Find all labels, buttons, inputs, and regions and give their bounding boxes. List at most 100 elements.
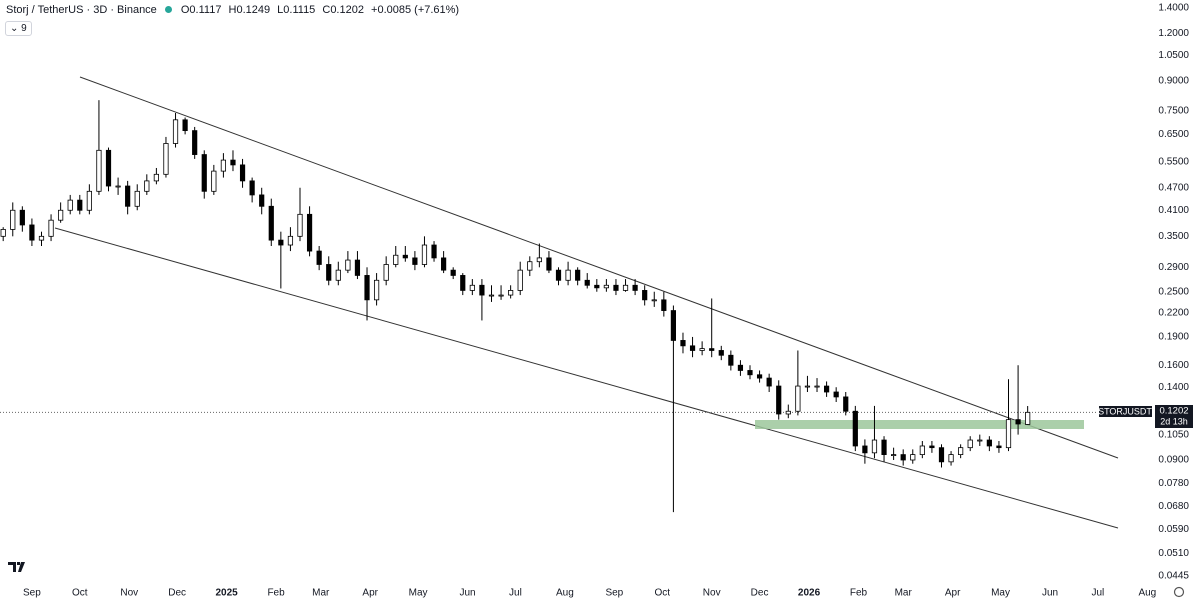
candle-body (785, 410, 791, 415)
candle-body (58, 209, 64, 221)
x-tick-label: Dec (168, 588, 186, 599)
candle-body (441, 257, 447, 271)
candle-body (316, 250, 322, 265)
x-tick-label: Oct (72, 588, 88, 599)
y-tick-label: 0.1900 (1158, 332, 1189, 343)
indicators-toggle[interactable]: ⌄ 9 (5, 21, 32, 36)
symbol-box (1099, 406, 1152, 417)
candle-body (182, 119, 188, 132)
y-tick-label: 0.3500 (1158, 231, 1189, 242)
candle-body (661, 299, 667, 311)
x-tick-label: Sep (605, 588, 623, 599)
candle-body (747, 370, 753, 376)
x-tick-label: Jun (459, 588, 475, 599)
candle-body (354, 259, 361, 276)
candle-body (172, 119, 179, 144)
candle-body (134, 190, 140, 207)
y-tick-label: 1.0500 (1158, 50, 1189, 61)
x-tick-label: Sep (23, 588, 41, 599)
candle-body (670, 310, 677, 341)
candle-body (958, 447, 964, 455)
candle-body (220, 159, 227, 172)
x-tick-label: Apr (945, 588, 961, 599)
candle-body (211, 170, 217, 192)
upper-trendline (79, 76, 1119, 459)
support-zone (755, 420, 1084, 429)
candle-body (144, 180, 150, 192)
price-box (1155, 405, 1193, 428)
candle-body (900, 454, 906, 461)
candle-body (0, 229, 6, 237)
x-tick-label: Aug (1138, 588, 1156, 599)
candle-body (651, 299, 657, 302)
y-tick-label: 0.0780 (1158, 478, 1189, 489)
candle-body (910, 454, 916, 461)
y-tick-label: 0.2900 (1158, 262, 1189, 273)
candle-body (153, 173, 159, 182)
candle-body (287, 235, 294, 246)
candle-body (163, 143, 169, 175)
candle-body (565, 269, 571, 281)
candle-body (814, 385, 820, 388)
candle-body (239, 164, 246, 182)
candle-body (450, 269, 456, 276)
candle-body (603, 284, 609, 289)
x-tick-label: 2026 (798, 588, 821, 599)
x-tick-label: May (991, 588, 1010, 599)
x-tick-label: Jul (509, 588, 522, 599)
candle-body (642, 290, 648, 301)
candle-body (306, 213, 313, 252)
symbol-title: Storj / TetherUS · 3D · Binance (6, 4, 157, 16)
y-tick-label: 0.1400 (1158, 382, 1189, 393)
candle-body (871, 439, 878, 454)
candle-body (546, 257, 552, 271)
candle-body (527, 261, 533, 271)
candle-body (632, 284, 638, 291)
candle-body (412, 257, 418, 265)
candle-body (938, 447, 945, 463)
candle-body (393, 254, 399, 265)
candle-body (613, 284, 619, 291)
y-tick-label: 0.7500 (1158, 105, 1189, 116)
candle-body (268, 205, 274, 241)
candle-body (10, 209, 16, 230)
y-tick-label: 0.0900 (1158, 455, 1189, 466)
indicator-count: 9 (21, 23, 27, 34)
candle-body (469, 284, 475, 291)
price-tag: STORJUSDT 0.1202 2d 13h (1098, 405, 1193, 428)
candle-body (594, 284, 600, 289)
candle-body (297, 213, 303, 237)
candle-body (795, 385, 801, 412)
candle-body (709, 348, 715, 351)
candle-body (192, 130, 198, 155)
x-tick-label: Nov (120, 588, 138, 599)
y-tick-label: 1.4000 (1158, 3, 1189, 14)
y-tick-label: 0.2200 (1158, 307, 1189, 318)
y-tick-label: 0.2500 (1158, 286, 1189, 297)
x-tick-label: Mar (312, 588, 330, 599)
x-tick-label: Jun (1042, 588, 1058, 599)
countdown-label: 2d 13h (1160, 416, 1188, 426)
candle-body (891, 454, 897, 456)
candle-body (105, 149, 112, 187)
candle-body (517, 269, 523, 291)
candle-body (1015, 419, 1021, 425)
candle-body (804, 385, 811, 388)
candle-body (881, 439, 887, 455)
candle-body (335, 269, 341, 281)
candle-body (249, 180, 255, 196)
candle-body (125, 185, 131, 207)
candle-body (555, 269, 562, 281)
settings-icon[interactable] (1173, 586, 1185, 598)
x-tick-label: Nov (703, 588, 721, 599)
x-tick-label: Feb (267, 588, 285, 599)
candle-body (967, 439, 973, 449)
close-value: C0.1202 (322, 4, 364, 16)
candle-body (948, 454, 954, 463)
candle-body (536, 257, 542, 263)
candle-body (29, 224, 35, 241)
candle-body (67, 199, 73, 211)
candle-body (919, 445, 925, 455)
candle-body (852, 410, 858, 447)
